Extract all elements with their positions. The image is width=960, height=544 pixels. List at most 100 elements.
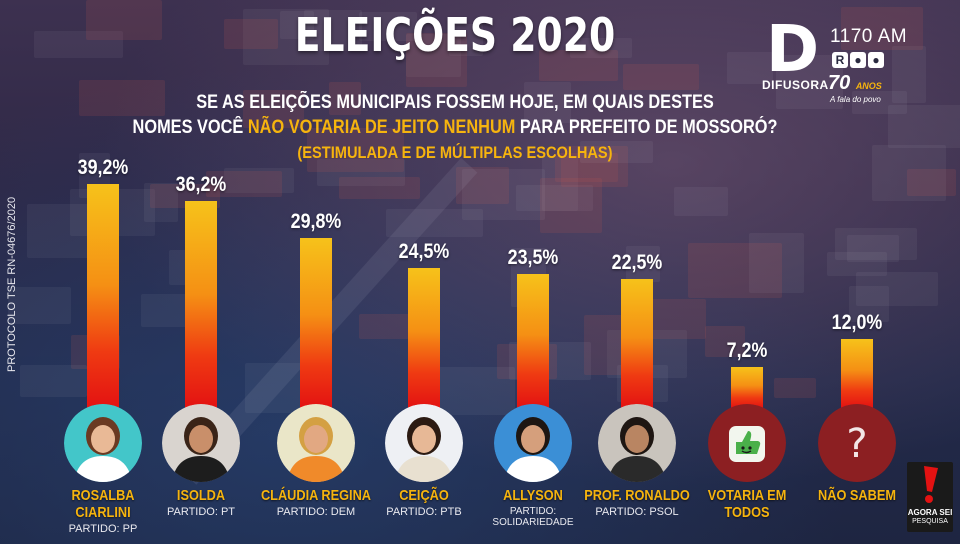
difusora-d-logo: D: [766, 13, 819, 87]
candidate-party: PARTIDO: PTB: [386, 506, 462, 518]
question-highlight: NÃO VOTARIA DE JEITO NENHUM: [247, 117, 516, 138]
candidate-name: NÃO SABEM: [818, 487, 896, 504]
brand-name: DIFUSORA: [762, 78, 829, 92]
bar: [87, 184, 119, 408]
city-block: [385, 209, 483, 237]
difusora-logo: D 1170 AM R ● ● DIFUSORA 70 ANOS A fala do…: [762, 18, 932, 108]
city-block: [515, 185, 593, 212]
candidate-name: PROF. RONALDO: [584, 487, 690, 504]
city-block: [646, 299, 706, 340]
svg-text:?: ?: [846, 421, 867, 467]
city-block: [144, 183, 178, 222]
city-block: [848, 286, 889, 322]
city-block: [622, 64, 699, 91]
question-line-1: SE AS ELEIÇÕES MUNICIPAIS FOSSEM HOJE, E…: [196, 92, 714, 113]
page-title: ELEIÇÕES 2020: [294, 8, 616, 62]
city-block: [872, 145, 947, 201]
city-block: [580, 140, 654, 164]
question-note: (ESTIMULADA E DE MÚLTIPLAS ESCOLHAS): [297, 143, 613, 162]
bar-value-label: 39,2%: [77, 156, 129, 179]
bar-value-label: 24,5%: [398, 240, 450, 263]
bar-value-label: 12,0%: [831, 311, 883, 335]
city-block: [85, 0, 162, 40]
city-block: [705, 326, 745, 357]
city-block: [224, 168, 294, 194]
candidate-party: PARTIDO: PT: [166, 506, 236, 518]
candidate-name: ROSALBA CIARLINI: [71, 487, 135, 521]
candidate-party: PARTIDO: SOLIDARIEDADE: [492, 506, 574, 528]
candidate-name: ALLYSON: [503, 487, 563, 504]
city-block: [687, 243, 783, 298]
bar-value-label: 22,5%: [611, 251, 663, 275]
city-block: [673, 186, 728, 217]
candidate-avatar: [64, 404, 142, 482]
city-block: [855, 272, 938, 306]
thumbs-up-icon: [708, 404, 786, 482]
bar-value-label: 7,2%: [726, 338, 768, 362]
city-block: [242, 89, 305, 128]
city-block: [774, 378, 816, 399]
city-block: [449, 24, 483, 56]
bar: [841, 339, 873, 408]
bar: [517, 273, 549, 408]
city-block: [906, 169, 957, 197]
city-block: [462, 168, 545, 220]
city-block: [561, 146, 629, 188]
candidate-avatar: [598, 404, 676, 482]
apple-icon: ●: [868, 52, 884, 68]
bar-value-label: 29,8%: [290, 209, 342, 233]
bar: [621, 279, 653, 408]
city-block: [405, 33, 461, 78]
city-block: [554, 152, 618, 183]
city-block: [846, 235, 900, 262]
city-block: [224, 19, 279, 50]
city-block: [205, 171, 282, 197]
candidate-avatar: [385, 404, 463, 482]
question-line-2: NOMES VOCÊ NÃO VOTARIA DE JEITO NENHUM P…: [64, 117, 847, 139]
radio-frequency: 1170 AM: [830, 26, 908, 47]
city-block: [749, 233, 804, 293]
candidate-party: PARTIDO: PP: [68, 523, 138, 535]
city-block: [727, 51, 774, 84]
city-block: [328, 81, 361, 115]
city-block: [827, 251, 887, 277]
anniversary-years: 70: [828, 72, 851, 94]
city-block: [523, 81, 571, 123]
city-block: [538, 50, 619, 82]
question-line-2-post: PARA PREFEITO DE MOSSORÓ?: [515, 117, 778, 138]
candidate-party: PARTIDO: DEM: [276, 506, 356, 518]
city-block: [7, 287, 72, 324]
city-block: [540, 178, 603, 234]
agora-sei-logo: AGORA SEI PESQUISA: [907, 462, 953, 532]
city-block: [570, 37, 633, 58]
candidate-party: PARTIDO: PSOL: [595, 506, 679, 518]
city-block: [840, 7, 924, 51]
city-block: [835, 227, 917, 260]
brand-tagline: A fala do povo: [830, 95, 881, 104]
radio-app-icon: R: [832, 52, 848, 68]
candidate-avatar: [162, 404, 240, 482]
city-block: [306, 127, 405, 172]
city-block: [316, 158, 405, 186]
candidate-name: ISOLDA: [176, 487, 226, 504]
android-icon: ●: [850, 52, 866, 68]
candidate-name: VOTARIA EM TODOS: [707, 487, 787, 521]
city-block: [279, 11, 315, 39]
bar: [731, 366, 763, 408]
question-line-2-pre: NOMES VOCÊ: [132, 117, 248, 138]
bar: [408, 268, 440, 408]
city-block: [892, 45, 926, 104]
app-badges: R ● ●: [832, 51, 886, 69]
anniversary-badge: 70 ANOS: [828, 72, 882, 95]
bar: [185, 201, 217, 408]
pollster-name: AGORA SEI: [907, 508, 953, 517]
city-block: [19, 364, 87, 398]
city-block: [887, 104, 960, 149]
pollster-subtitle: PESQUISA: [912, 518, 948, 525]
city-block: [243, 9, 329, 66]
candidate-avatar: [277, 404, 355, 482]
city-block: [405, 32, 468, 88]
bar: [300, 237, 332, 408]
city-block: [34, 31, 123, 58]
